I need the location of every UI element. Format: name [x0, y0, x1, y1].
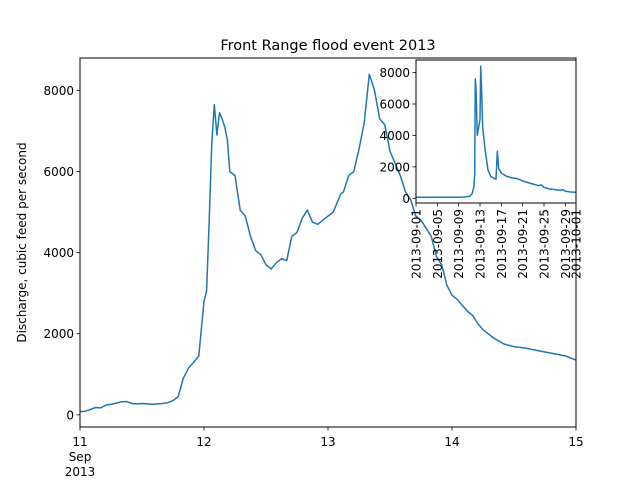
main-y-tick-label: 8000: [43, 84, 74, 98]
inset-y-tick-label: 4000: [379, 129, 410, 143]
chart-title: Front Range flood event 2013: [220, 38, 435, 54]
main-x-tick-sublabel: Sep: [69, 450, 92, 464]
main-x-tick-label: 14: [444, 435, 459, 449]
inset-x-tick-label: 2013-09-17: [495, 209, 509, 279]
inset-y-tick-label: 6000: [379, 98, 410, 112]
inset-x-tick-label: 2013-09-09: [452, 209, 466, 279]
inset-chart: 2013-09-01 2013-09-05 2013-09-09 2013-09-13…: [379, 59, 584, 279]
main-y-tick-label: 0: [66, 408, 74, 422]
main-x-tick-sublabel: 2013: [65, 465, 96, 479]
main-y-ticks: 0 2000 4000 6000 8000: [43, 84, 80, 422]
main-y-tick-label: 4000: [43, 246, 74, 260]
inset-series-layer: [416, 65, 577, 199]
inset-series-line: [416, 65, 577, 199]
main-y-tick-label: 6000: [43, 165, 74, 179]
inset-y-tick-label: 8000: [379, 66, 410, 80]
main-x-tick-label: 11: [72, 435, 87, 449]
inset-axes-background: [416, 60, 576, 203]
inset-y-tick-label: 2000: [379, 160, 410, 174]
inset-x-ticks: 2013-09-01 2013-09-05 2013-09-09 2013-09-13…: [410, 203, 584, 279]
main-x-tick-label: 12: [196, 435, 211, 449]
inset-axes-frame: [415, 59, 577, 204]
main-series-layer: [79, 73, 577, 413]
inset-x-tick-label: 2013-09-13: [474, 209, 488, 279]
inset-y-ticks: 0 2000 4000 6000 8000: [379, 66, 416, 206]
inset-x-tick-label: 2013-09-01: [410, 209, 424, 279]
main-y-tick-label: 2000: [43, 327, 74, 341]
main-x-tick-label: 15: [568, 435, 583, 449]
inset-x-tick-label: 2013-09-29: [559, 209, 573, 279]
main-series-line: [79, 73, 577, 413]
inset-x-tick-label: 2013-09-25: [538, 209, 552, 279]
inset-y-tick-label: 0: [402, 192, 410, 206]
inset-x-tick-label: 2013-09-21: [516, 209, 530, 279]
inset-x-tick-label: 2013-10-01: [570, 209, 584, 279]
main-x-tick-label: 13: [320, 435, 335, 449]
inset-x-tick-label: 2013-09-05: [431, 209, 445, 279]
main-axes-frame: [79, 57, 577, 428]
y-axis-label: Discharge, cubic feed per second: [15, 142, 29, 342]
